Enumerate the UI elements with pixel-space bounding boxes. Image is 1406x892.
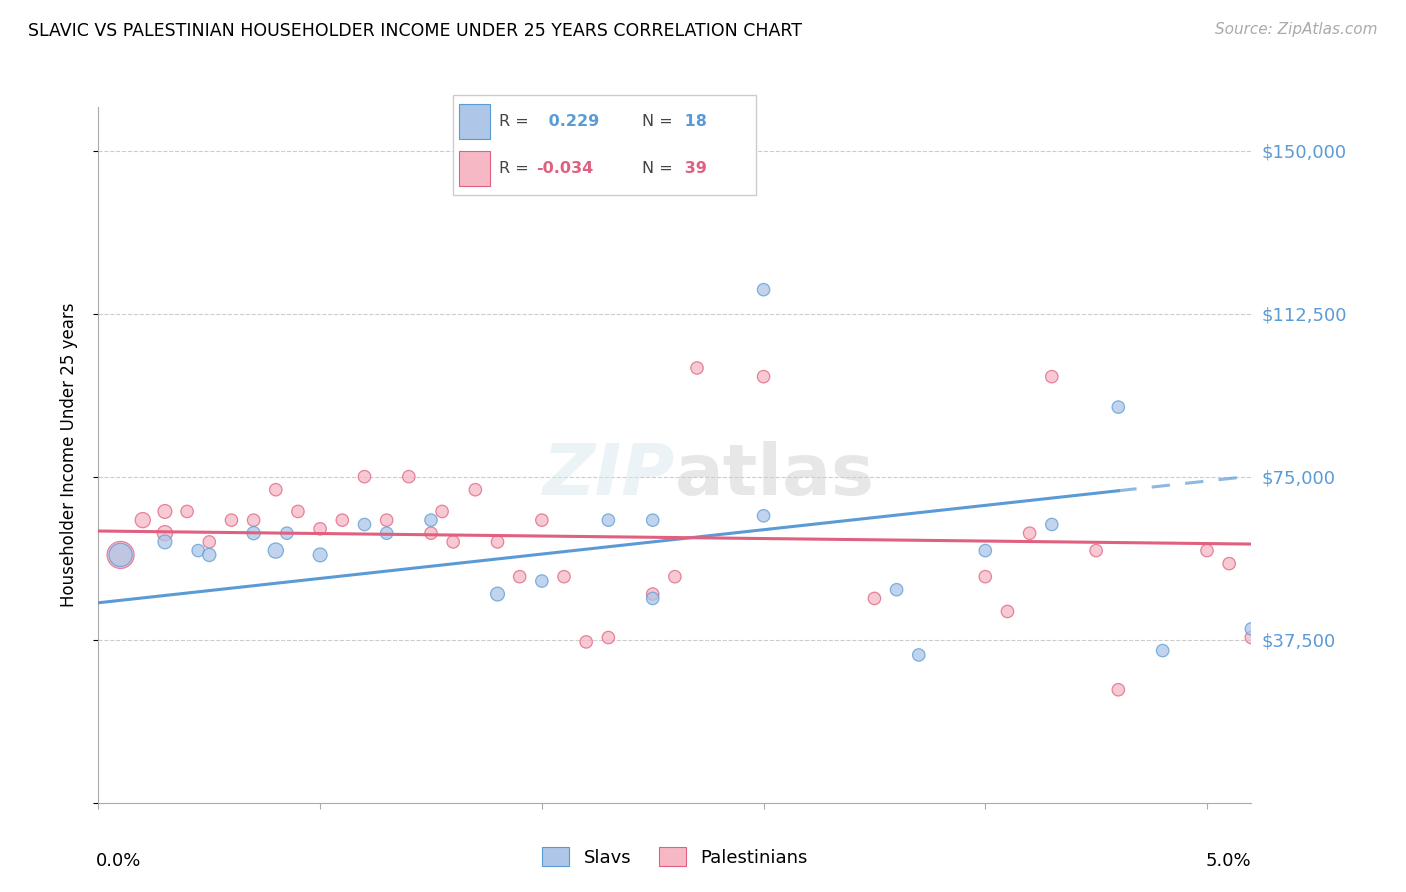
Point <box>486 535 509 549</box>
Point <box>1040 517 1063 532</box>
Point <box>198 548 221 562</box>
Point <box>974 570 997 584</box>
Point <box>509 570 531 584</box>
Point <box>287 504 309 518</box>
Point <box>598 513 620 527</box>
Text: 39: 39 <box>679 161 707 176</box>
Point <box>575 635 598 649</box>
Point <box>276 526 298 541</box>
Point <box>664 570 686 584</box>
Point <box>187 543 209 558</box>
Point <box>153 535 176 549</box>
Point <box>464 483 486 497</box>
Point <box>686 361 709 376</box>
Point <box>1218 557 1240 571</box>
Point <box>430 504 453 518</box>
Point <box>1040 369 1063 384</box>
Point <box>153 526 176 541</box>
Point <box>198 535 221 549</box>
Legend: Slavs, Palestinians: Slavs, Palestinians <box>536 840 814 874</box>
Point <box>641 513 664 527</box>
Point <box>641 587 664 601</box>
Point <box>863 591 886 606</box>
Point <box>752 283 775 297</box>
Point <box>110 548 132 562</box>
Point <box>242 513 264 527</box>
Text: 5.0%: 5.0% <box>1206 852 1251 870</box>
Point <box>530 513 553 527</box>
Point <box>132 513 155 527</box>
Point <box>553 570 575 584</box>
Text: atlas: atlas <box>675 442 875 510</box>
Point <box>1018 526 1040 541</box>
Text: N =: N = <box>641 161 672 176</box>
Point <box>330 513 353 527</box>
Point <box>1107 682 1129 697</box>
Point <box>420 526 443 541</box>
FancyBboxPatch shape <box>460 151 491 186</box>
Point <box>486 587 509 601</box>
Point <box>598 631 620 645</box>
Point <box>974 543 997 558</box>
Point <box>752 508 775 523</box>
Point <box>1107 400 1129 414</box>
Point <box>398 469 420 483</box>
Text: R =: R = <box>499 161 529 176</box>
Point <box>353 517 375 532</box>
Text: Source: ZipAtlas.com: Source: ZipAtlas.com <box>1215 22 1378 37</box>
Point <box>221 513 243 527</box>
Point <box>1085 543 1108 558</box>
Text: 0.229: 0.229 <box>543 114 599 128</box>
Text: ZIP: ZIP <box>543 442 675 510</box>
Point <box>420 513 443 527</box>
FancyBboxPatch shape <box>453 95 756 195</box>
Point <box>1152 643 1174 657</box>
Text: R =: R = <box>499 114 529 128</box>
Point <box>110 548 132 562</box>
Point <box>153 504 176 518</box>
Point <box>441 535 464 549</box>
FancyBboxPatch shape <box>460 104 491 139</box>
Point <box>1240 631 1263 645</box>
Point <box>353 469 375 483</box>
Text: -0.034: -0.034 <box>537 161 593 176</box>
Point <box>309 522 332 536</box>
Point <box>264 483 287 497</box>
Point <box>886 582 908 597</box>
Point <box>907 648 929 662</box>
Point <box>264 543 287 558</box>
Text: 18: 18 <box>679 114 707 128</box>
Text: N =: N = <box>641 114 672 128</box>
Point <box>1195 543 1218 558</box>
Point <box>1240 622 1263 636</box>
Point <box>641 591 664 606</box>
Point <box>375 513 398 527</box>
Point <box>752 369 775 384</box>
Point <box>530 574 553 588</box>
Point <box>176 504 198 518</box>
Point <box>997 605 1019 619</box>
Point <box>309 548 332 562</box>
Text: 0.0%: 0.0% <box>96 852 142 870</box>
Y-axis label: Householder Income Under 25 years: Householder Income Under 25 years <box>59 302 77 607</box>
Point <box>375 526 398 541</box>
Point <box>242 526 264 541</box>
Text: SLAVIC VS PALESTINIAN HOUSEHOLDER INCOME UNDER 25 YEARS CORRELATION CHART: SLAVIC VS PALESTINIAN HOUSEHOLDER INCOME… <box>28 22 801 40</box>
